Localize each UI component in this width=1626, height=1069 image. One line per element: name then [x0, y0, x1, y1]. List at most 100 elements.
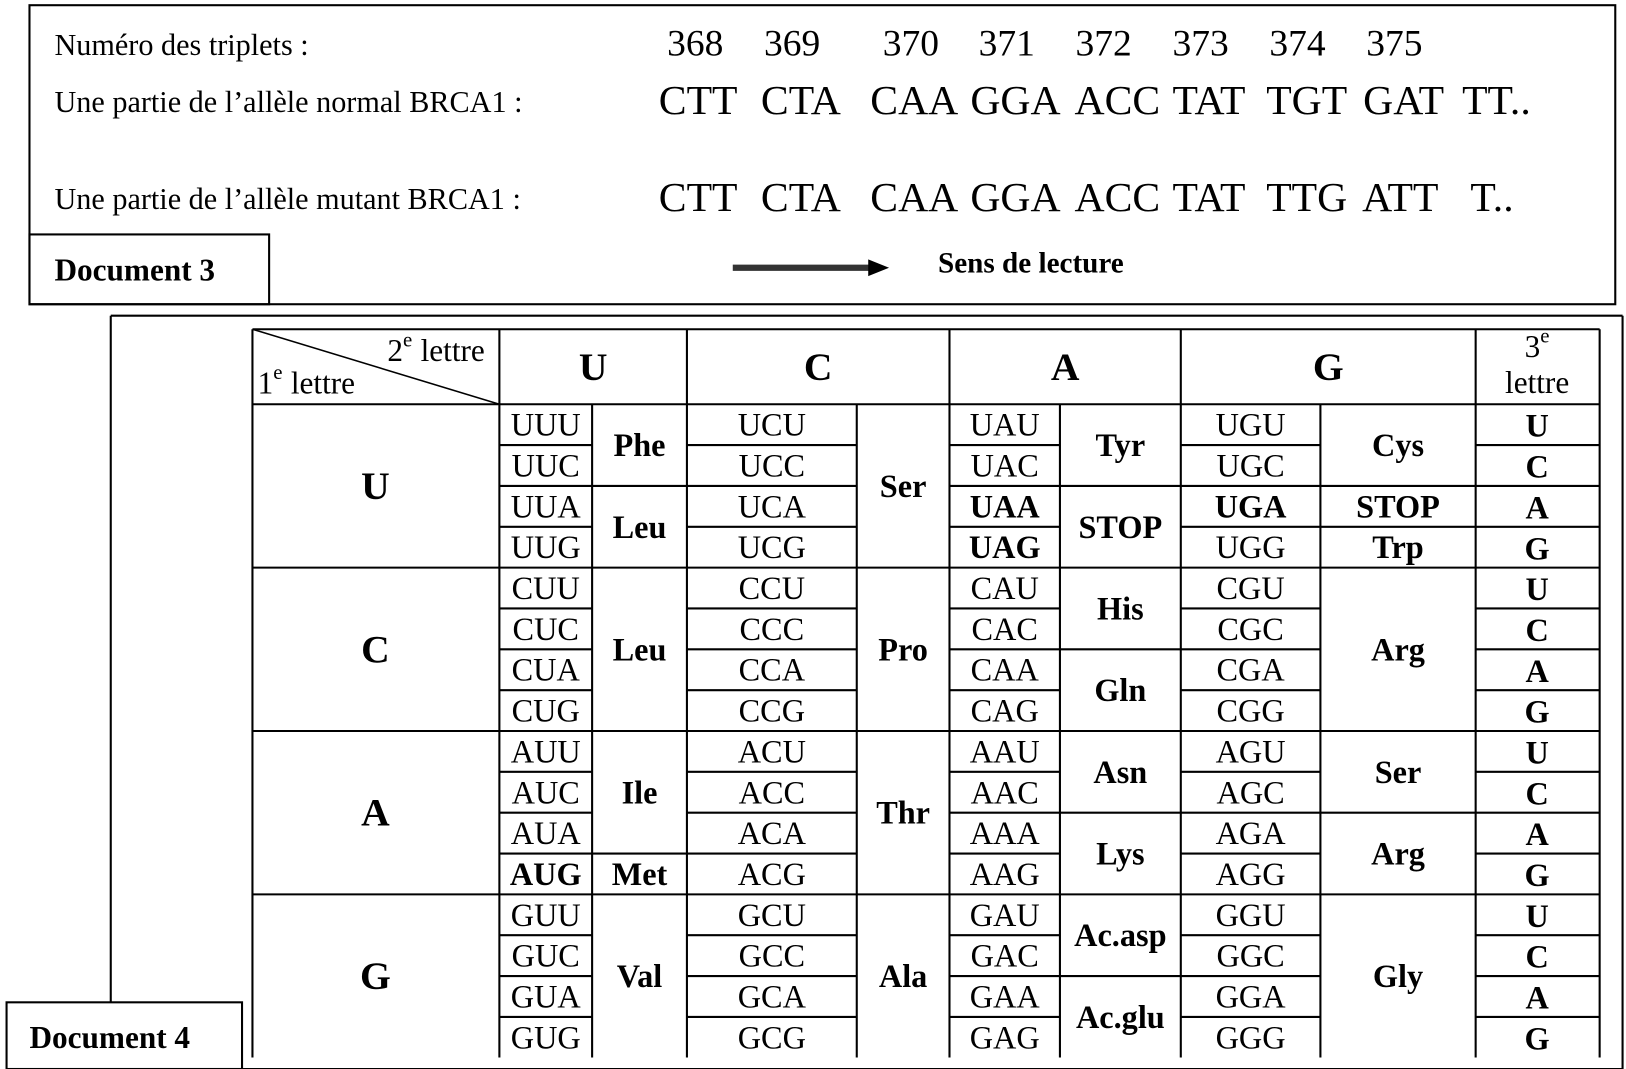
amino-acid: Thr [876, 795, 930, 831]
codon: GCA [738, 978, 807, 1014]
codon: GAG [970, 1019, 1040, 1055]
codon: GGG [1216, 1019, 1286, 1055]
codon: AGG [1216, 856, 1286, 892]
text: lettre [291, 365, 355, 400]
codon: AUG [510, 856, 582, 892]
mutant-codon: GGA [970, 175, 1060, 221]
codon: UGU [1216, 407, 1286, 443]
codon: CGU [1217, 570, 1285, 606]
first-letter: G [360, 954, 391, 998]
mutant-label: Une partie de l’allèle mutant BRCA1 : [54, 182, 520, 216]
codon: UAU [970, 407, 1040, 443]
codon: ACG [738, 856, 806, 892]
codon: GGU [1216, 897, 1286, 933]
third-letter: U [1525, 898, 1548, 934]
codon: AGU [1216, 733, 1286, 769]
third-letter: U [1525, 734, 1548, 770]
normal-codon: CTA [761, 78, 841, 124]
amino-acid: Leu [613, 631, 667, 667]
triplet-number: 375 [1366, 23, 1422, 64]
sup: e [273, 360, 282, 384]
codon: CCC [740, 611, 805, 647]
amino-acid: STOP [1078, 509, 1162, 545]
amino-acid: Ala [879, 958, 927, 994]
codon: GGA [1216, 978, 1287, 1014]
third-letter: C [1525, 775, 1548, 811]
first-letter: A [361, 791, 390, 835]
normal-codon: CTT [659, 78, 738, 124]
codon: UGC [1217, 448, 1285, 484]
triplet-number: 368 [667, 23, 723, 64]
reading-direction: Sens de lecture [938, 248, 1124, 280]
codon: UAG [969, 529, 1041, 565]
normal-codon: CAA [870, 78, 958, 124]
codon: UAA [970, 488, 1041, 524]
codon: ACA [738, 815, 807, 851]
amino-acid: Pro [878, 631, 928, 667]
second-letter: U [579, 345, 608, 389]
codon: GAA [970, 978, 1041, 1014]
codon: AGC [1217, 774, 1285, 810]
triplet-number: 371 [979, 23, 1035, 64]
normal-codon: ACC [1075, 78, 1161, 124]
codon: CUG [512, 693, 580, 729]
reading-arrow [732, 259, 890, 277]
triplet-label: Numéro des triplets : [54, 28, 308, 62]
third-letter: U [1525, 408, 1548, 444]
mutant-codon: CTT [659, 175, 738, 221]
document-4-title: Document 4 [29, 1020, 190, 1055]
sup: e [403, 328, 412, 352]
codon: CCA [739, 652, 806, 688]
codon: CAU [971, 570, 1039, 606]
document-3-frame [28, 4, 1617, 306]
amino-acid: Asn [1093, 754, 1147, 790]
codon: GUG [511, 1019, 581, 1055]
codon: AUA [511, 815, 582, 851]
codon: CUC [513, 611, 579, 647]
normal-codon: TAT [1172, 78, 1245, 124]
corner-third: 3e [1525, 323, 1550, 363]
third-letter: A [1525, 653, 1549, 689]
amino-acid: Ser [1375, 754, 1422, 790]
second-letter: G [1313, 345, 1344, 389]
codon: GCC [739, 938, 805, 974]
normal-label: Une partie de l’allèle normal BRCA1 : [54, 85, 522, 119]
codon: UCC [739, 448, 805, 484]
third-letter: A [1525, 816, 1549, 852]
third-letter: C [1525, 449, 1548, 485]
amino-acid: Cys [1372, 427, 1424, 463]
codon: UUU [511, 407, 581, 443]
triplet-number: 373 [1172, 23, 1228, 64]
codon: CAA [971, 652, 1040, 688]
third-letter: G [1525, 857, 1550, 893]
codon: CAC [972, 611, 1038, 647]
codon: CUA [512, 652, 581, 688]
codon: AUU [511, 733, 581, 769]
codon: CCU [739, 570, 805, 606]
codon: AAG [970, 856, 1040, 892]
third-letter: C [1525, 612, 1548, 648]
amino-acid: Lys [1096, 836, 1144, 872]
second-letter: C [804, 345, 833, 389]
second-letter: A [1051, 345, 1080, 389]
triplet-number: 372 [1076, 23, 1132, 64]
codon: GCG [738, 1019, 806, 1055]
codon: GUA [511, 978, 582, 1014]
codon: AAC [971, 774, 1039, 810]
codon: UGA [1215, 488, 1287, 524]
corner-diagonal [252, 328, 500, 406]
document-3-title-box [28, 233, 271, 306]
codon: ACU [738, 733, 806, 769]
normal-codon: GGA [970, 78, 1060, 124]
first-letter: U [361, 464, 390, 508]
codon: GUC [512, 938, 580, 974]
document-3-title: Document 3 [54, 252, 215, 287]
number: 3 [1525, 328, 1541, 363]
codon: UUC [512, 448, 580, 484]
third-letter: G [1525, 694, 1550, 730]
corner-second: 2e lettre [387, 328, 484, 368]
mutant-codon: ACC [1075, 175, 1161, 221]
codon: GAU [970, 897, 1040, 933]
